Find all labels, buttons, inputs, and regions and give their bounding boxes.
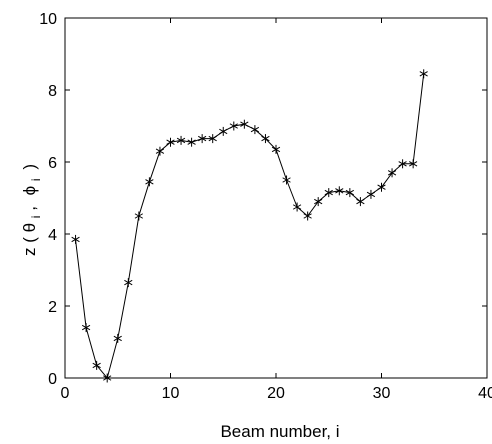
data-point bbox=[271, 144, 281, 154]
data-point bbox=[219, 126, 228, 136]
y-tick-label: 4 bbox=[48, 227, 57, 244]
data-point bbox=[187, 137, 196, 147]
data-point bbox=[124, 278, 133, 288]
y-axis-title-phi: ϕ bbox=[20, 186, 39, 196]
x-axis-title: Beam number, i bbox=[220, 422, 339, 441]
data-point bbox=[155, 146, 165, 156]
data-point bbox=[303, 211, 312, 221]
data-point bbox=[409, 159, 418, 169]
asterisk-stroke bbox=[92, 362, 101, 369]
data-point bbox=[198, 134, 207, 144]
data-point bbox=[103, 373, 112, 383]
data-point bbox=[387, 168, 397, 178]
data-point bbox=[419, 69, 428, 79]
asterisk-stroke bbox=[208, 135, 217, 142]
asterisk-stroke bbox=[71, 236, 80, 243]
asterisk-stroke bbox=[81, 324, 91, 331]
data-point bbox=[314, 197, 323, 207]
asterisk-stroke bbox=[240, 121, 249, 127]
asterisk-stroke bbox=[398, 161, 407, 167]
asterisk-stroke bbox=[229, 123, 238, 129]
data-point bbox=[282, 175, 291, 185]
data-point bbox=[229, 121, 238, 131]
series-line bbox=[75, 73, 425, 380]
data-point bbox=[134, 211, 143, 221]
data-point bbox=[261, 134, 270, 144]
y-tick-label: 0 bbox=[48, 371, 57, 388]
data-point bbox=[292, 202, 302, 212]
data-point bbox=[250, 125, 260, 135]
asterisk-stroke bbox=[387, 170, 397, 176]
asterisk-stroke bbox=[155, 148, 165, 154]
y-axis-title-sep: , bbox=[20, 206, 39, 211]
data-point bbox=[377, 182, 386, 192]
y-tick-label: 8 bbox=[48, 83, 57, 100]
asterisk-stroke bbox=[366, 191, 376, 198]
asterisk-stroke bbox=[198, 135, 207, 142]
asterisk-stroke bbox=[314, 198, 323, 205]
asterisk-stroke bbox=[176, 137, 186, 144]
y-axis-title-sub-2: i bbox=[29, 178, 43, 181]
asterisk-stroke bbox=[166, 139, 175, 145]
asterisk-stroke bbox=[113, 335, 122, 342]
asterisk-stroke bbox=[187, 139, 196, 145]
asterisk-stroke bbox=[409, 161, 418, 167]
x-axis: 0 10 20 30 40 bbox=[61, 18, 492, 402]
asterisk-stroke bbox=[134, 213, 143, 219]
data-point bbox=[71, 234, 80, 244]
data-point bbox=[176, 135, 186, 145]
y-axis-title: z ( θ i , ϕ i ) bbox=[20, 164, 44, 256]
asterisk-stroke bbox=[303, 213, 312, 219]
asterisk-stroke bbox=[419, 71, 428, 77]
asterisk-stroke bbox=[261, 135, 270, 142]
x-tick-label: 20 bbox=[267, 385, 285, 402]
asterisk-stroke bbox=[219, 128, 228, 135]
asterisk-stroke bbox=[103, 375, 112, 381]
data-point bbox=[240, 119, 249, 129]
asterisk-stroke bbox=[335, 188, 344, 194]
y-tick-label: 10 bbox=[39, 11, 57, 28]
data-point bbox=[398, 159, 407, 169]
x-tick-label: 10 bbox=[162, 385, 180, 402]
x-tick-label: 40 bbox=[478, 385, 492, 402]
data-point bbox=[356, 197, 365, 207]
asterisk-stroke bbox=[292, 204, 302, 210]
data-point bbox=[113, 333, 122, 343]
asterisk-stroke bbox=[282, 177, 291, 183]
data-point bbox=[92, 360, 101, 370]
asterisk-stroke bbox=[377, 184, 386, 190]
y-tick-label: 6 bbox=[48, 155, 57, 172]
y-axis-title-sub-1: i bbox=[29, 216, 43, 219]
data-point bbox=[324, 188, 333, 198]
data-point bbox=[345, 188, 354, 198]
data-point bbox=[145, 177, 154, 187]
y-axis: 0 2 4 6 8 10 bbox=[39, 11, 487, 388]
data-point bbox=[366, 189, 376, 199]
asterisk-stroke bbox=[124, 279, 133, 286]
series-layer bbox=[71, 69, 428, 383]
asterisk-stroke bbox=[271, 146, 281, 153]
data-point bbox=[335, 186, 344, 196]
data-point bbox=[208, 134, 217, 144]
y-axis-title-theta: θ bbox=[20, 223, 39, 232]
asterisk-stroke bbox=[324, 189, 333, 196]
x-tick-label: 30 bbox=[373, 385, 391, 402]
y-tick-label: 2 bbox=[48, 299, 57, 316]
asterisk-stroke bbox=[250, 126, 260, 133]
y-axis-title-prefix: z ( bbox=[20, 237, 39, 256]
asterisk-stroke bbox=[345, 189, 354, 196]
data-point bbox=[81, 323, 91, 333]
asterisk-stroke bbox=[356, 198, 365, 205]
y-axis-title-suffix: ) bbox=[20, 164, 39, 170]
data-point bbox=[166, 137, 175, 147]
asterisk-stroke bbox=[145, 179, 154, 185]
x-tick-label: 0 bbox=[61, 385, 70, 402]
